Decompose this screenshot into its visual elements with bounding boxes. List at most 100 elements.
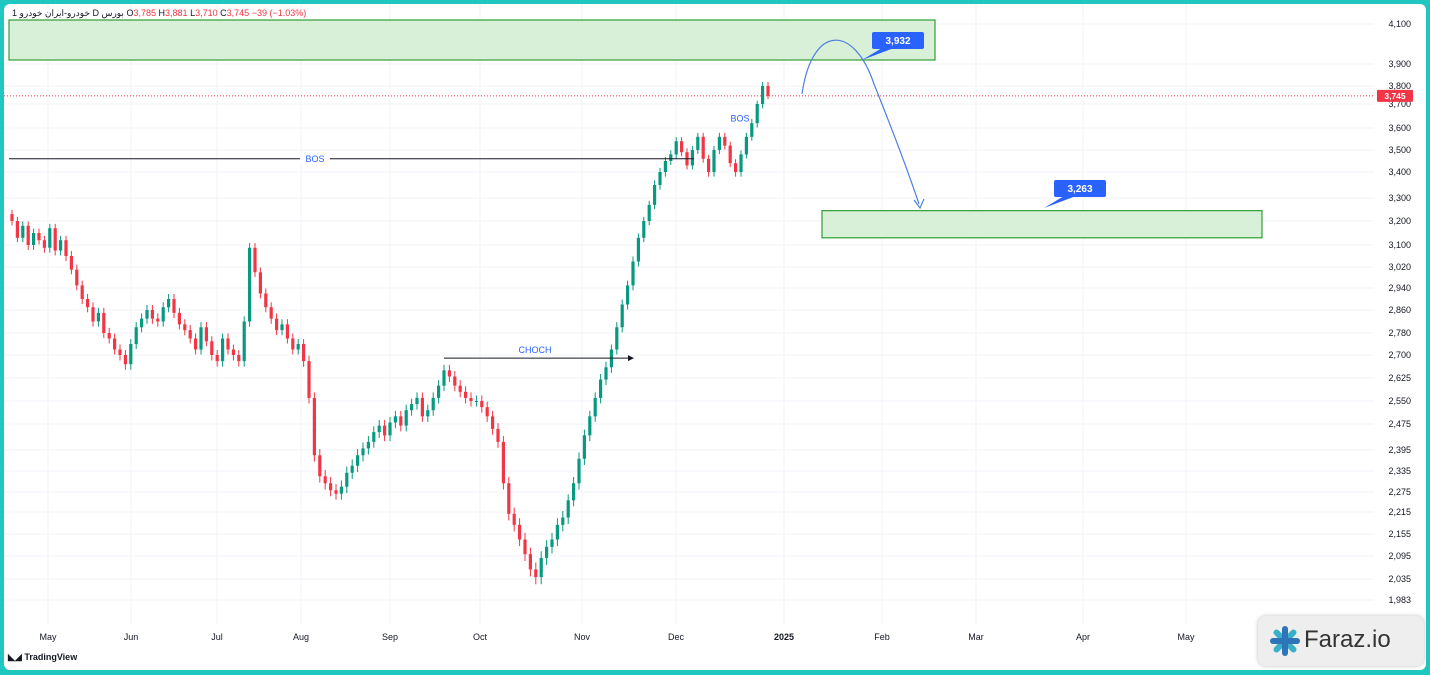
candle-body xyxy=(323,476,327,484)
y-tick-label: 1,983 xyxy=(1388,595,1411,605)
y-tick-label: 2,035 xyxy=(1388,574,1411,584)
interval[interactable]: D xyxy=(92,8,99,18)
candle-body xyxy=(361,448,365,456)
candle-body xyxy=(707,158,711,172)
candle-body xyxy=(10,214,14,221)
candle-body xyxy=(577,458,581,484)
candle-body xyxy=(566,500,570,518)
candle-body xyxy=(501,441,505,484)
candle-body xyxy=(134,327,138,344)
y-tick-label: 3,400 xyxy=(1388,167,1411,177)
last-price-text: 3,745 xyxy=(1384,91,1406,101)
candle-body xyxy=(642,221,646,238)
candle-body xyxy=(615,327,619,350)
candle-body xyxy=(69,256,73,270)
y-tick-label: 2,335 xyxy=(1388,466,1411,476)
x-tick-label: May xyxy=(39,632,57,642)
ohlc-header: 1 خودرو-ایران خودرو D بورس O3,785 H3,881… xyxy=(12,8,306,19)
y-tick-label: 2,940 xyxy=(1388,283,1411,293)
low-label: L xyxy=(190,8,196,18)
y-tick-label: 2,095 xyxy=(1388,551,1411,561)
candle-body xyxy=(86,299,90,308)
candle-body xyxy=(167,299,171,308)
candle-body xyxy=(242,321,246,362)
bos-label: BOS xyxy=(305,154,324,164)
candle-body xyxy=(550,539,554,547)
candle-body xyxy=(156,318,160,322)
candle-body xyxy=(431,397,435,411)
candle-body xyxy=(366,441,370,449)
y-tick-label: 3,600 xyxy=(1388,123,1411,133)
candle-body xyxy=(48,228,52,248)
candle-body xyxy=(539,557,543,578)
candle-body xyxy=(129,344,133,365)
candle-body xyxy=(302,344,306,362)
y-tick-label: 2,395 xyxy=(1388,445,1411,455)
choch-label: CHOCH xyxy=(519,345,552,355)
candle-body xyxy=(291,338,295,350)
y-tick-label: 3,800 xyxy=(1388,81,1411,91)
candle-body xyxy=(496,428,500,442)
candle-body xyxy=(107,333,111,339)
tradingview-logo[interactable]: ◣◢ TradingView xyxy=(8,652,77,663)
candle-body xyxy=(523,539,527,555)
header-prefix: 1 xyxy=(12,8,20,18)
candle-body xyxy=(350,465,354,473)
candle-body xyxy=(631,261,635,286)
price-callout-box xyxy=(872,32,924,49)
y-tick-label: 2,550 xyxy=(1388,396,1411,406)
candle-body xyxy=(123,355,127,365)
x-tick-label: Mar xyxy=(968,632,984,642)
candle-body xyxy=(766,86,770,96)
candle-body xyxy=(318,455,322,477)
candle-body xyxy=(32,233,36,245)
x-tick-label: May xyxy=(1177,632,1195,642)
projection-arrowhead xyxy=(913,198,925,210)
candle-body xyxy=(204,327,208,342)
candle-body xyxy=(674,141,678,155)
candle-body xyxy=(118,349,122,355)
candle-body xyxy=(388,422,392,436)
tradingview-label: TradingView xyxy=(24,652,78,662)
candle-body xyxy=(669,154,673,161)
candle-body xyxy=(420,397,424,417)
y-tick-label: 3,500 xyxy=(1388,145,1411,155)
y-tick-label: 2,780 xyxy=(1388,328,1411,338)
candle-body xyxy=(399,416,403,426)
candle-body xyxy=(636,237,640,262)
candle-body xyxy=(188,330,192,339)
symbol-name[interactable]: خودرو-ایران خودرو xyxy=(19,8,90,18)
candle-body xyxy=(275,318,279,331)
candle-body xyxy=(469,397,473,401)
candle-body xyxy=(269,307,273,319)
candle-body xyxy=(59,240,63,251)
faraz-watermark: Faraz.io xyxy=(1258,616,1424,666)
bos-small-label: BOS xyxy=(730,113,749,123)
candle-body xyxy=(280,324,284,331)
candle-body xyxy=(329,483,333,491)
x-tick-label: Nov xyxy=(574,632,591,642)
candle-body xyxy=(53,228,57,251)
high-label: H xyxy=(158,8,166,18)
candle-body xyxy=(172,299,176,313)
y-tick-label: 2,155 xyxy=(1388,529,1411,539)
candle-body xyxy=(339,486,343,494)
candle-body xyxy=(750,123,754,137)
price-callout-box xyxy=(1054,180,1106,197)
chart-frame: 4,100 3,900 3,800 3,700 3,600 3,500 3,400 3,300… xyxy=(4,4,1426,670)
y-tick-label: 3,300 xyxy=(1388,193,1411,203)
candle-body xyxy=(393,416,397,423)
open-value: 3,785 xyxy=(133,8,157,18)
candle-body xyxy=(620,304,624,328)
y-tick-label: 2,215 xyxy=(1388,507,1411,517)
candle-body xyxy=(734,163,738,172)
candle-body xyxy=(42,240,46,248)
candle-body xyxy=(113,338,117,350)
x-tick-label: Aug xyxy=(293,632,309,642)
candle-body xyxy=(491,416,495,429)
candle-body xyxy=(647,204,651,221)
candle-body xyxy=(474,401,478,402)
candle-body xyxy=(237,355,241,362)
candle-body xyxy=(296,344,300,350)
price-chart[interactable]: 4,100 3,900 3,800 3,700 3,600 3,500 3,400 3,300… xyxy=(4,4,1426,670)
